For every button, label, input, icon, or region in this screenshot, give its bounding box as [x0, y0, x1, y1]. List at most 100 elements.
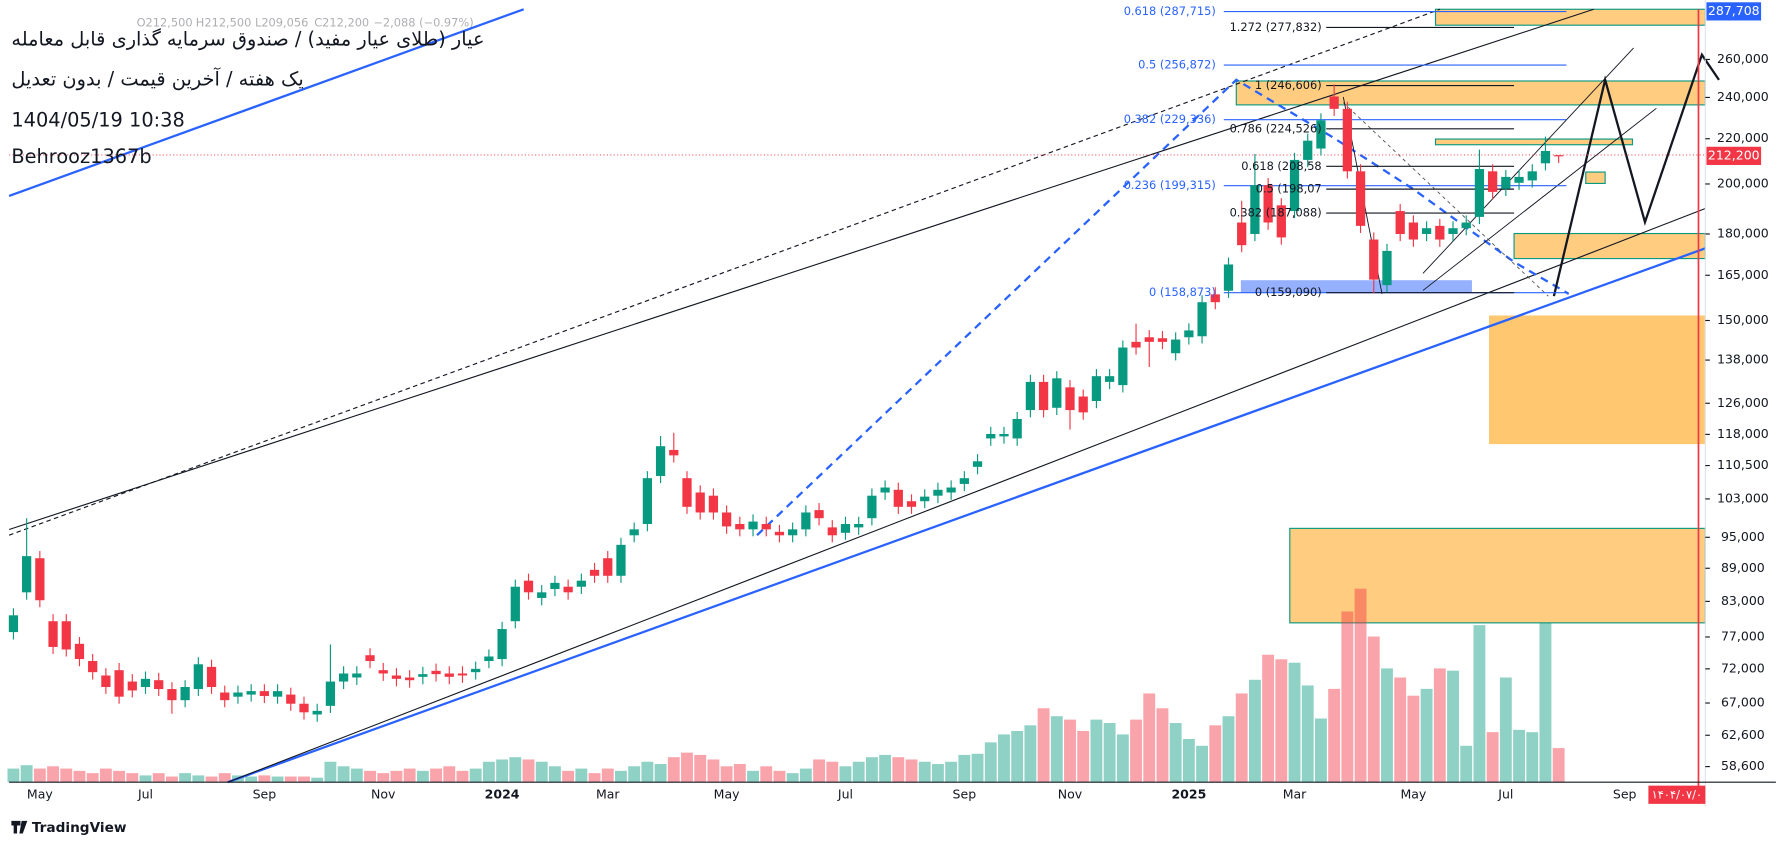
y-tick-label: 180,000 [1717, 225, 1769, 240]
volume-bar [20, 765, 33, 783]
candle-body [220, 692, 230, 701]
volume-bar [73, 770, 86, 783]
candle-body [1421, 228, 1432, 234]
zone [1289, 527, 1706, 624]
chart-subtitle: یک هفته / آخرین قیمت / بدون تعدیل [11, 66, 303, 90]
volume-bar [1037, 708, 1050, 783]
volume-bar [416, 770, 429, 783]
volume-bar [271, 776, 284, 783]
volume-bar [865, 757, 878, 783]
volume-bar [1196, 745, 1209, 783]
volume-bar [324, 761, 337, 783]
volume-bar [113, 770, 126, 783]
candle-body [1210, 294, 1220, 303]
volume-bar [126, 773, 139, 783]
volume-bar [1381, 668, 1393, 783]
zone [1489, 315, 1706, 445]
volume-bar [1103, 723, 1116, 783]
price-label: 212,200 [1708, 147, 1760, 162]
candle-body [1329, 96, 1339, 109]
volume-bar [905, 759, 918, 783]
volume-bar [1460, 745, 1473, 783]
candle-body [510, 586, 520, 622]
candle-body [48, 621, 58, 647]
fib-label: 0.618 (287,715) [1124, 4, 1216, 18]
volume-bar [958, 754, 971, 783]
volume-bar [839, 766, 852, 783]
fib-label: 0.382 (229,336) [1124, 112, 1216, 126]
candle-body [61, 621, 71, 650]
volume-bar [628, 766, 641, 783]
candle-body [761, 523, 771, 530]
candle-body [774, 531, 785, 536]
candle-body [1171, 339, 1181, 354]
volume-bar [1407, 695, 1420, 783]
volume-bar [1539, 622, 1552, 783]
volume-bar [575, 768, 588, 783]
volume-bar [1182, 738, 1195, 783]
candle-body [325, 681, 336, 706]
candle-body [1144, 337, 1154, 342]
price-axis: 260,000 240,000 220,000 200,000 180,000 165,0… [27, 2, 1769, 801]
candle-body [550, 582, 560, 589]
y-tick-label: 77,000 [1721, 628, 1765, 643]
volume-bar [1116, 734, 1129, 783]
volume-bar [1143, 693, 1156, 783]
candle-body [854, 523, 864, 528]
volume-bar [1222, 716, 1235, 783]
candle-body [721, 512, 732, 527]
fib-label: 0.786 (224,526) [1230, 121, 1322, 135]
volume-bar [1275, 659, 1288, 783]
volume-bar [1513, 729, 1525, 783]
volume-bar [1394, 677, 1407, 783]
volume-bar [377, 773, 390, 783]
volume-bar [1064, 719, 1076, 783]
candle-body [867, 495, 877, 519]
volume-bar [496, 759, 509, 783]
volume-bar [1486, 732, 1499, 783]
volume-bar [733, 764, 746, 783]
candle-body [1435, 225, 1445, 240]
volume-bar [1024, 725, 1037, 783]
volume-bar [1354, 588, 1367, 783]
candle-body [1105, 376, 1115, 382]
volume-bar [1156, 708, 1169, 783]
candle-body [272, 691, 283, 697]
candle-body [457, 673, 468, 676]
volume-bar [179, 773, 192, 783]
volume-bar [1301, 685, 1314, 783]
volume-bar [7, 768, 20, 783]
fib-label: 0.236 (199,315) [1124, 178, 1216, 192]
candle-body [946, 487, 956, 493]
candle-body [88, 661, 98, 673]
candle-body [180, 686, 190, 701]
candle-body [312, 710, 322, 715]
x-tick-label: Mar [1283, 786, 1307, 801]
channel-line [1422, 47, 1634, 274]
volume-bar [588, 773, 601, 783]
volume-bar [852, 761, 865, 783]
volume-bar [707, 759, 720, 783]
fib-label: 1 (246,606) [1255, 78, 1322, 92]
candle-body [1131, 341, 1141, 348]
candle-body [405, 677, 415, 681]
candle-body [1303, 140, 1313, 160]
volume-bar [1090, 719, 1103, 783]
y-tick-label: 126,000 [1717, 395, 1769, 410]
volume-bar [47, 766, 59, 783]
fib-label: 0 (158,873) [1149, 285, 1216, 299]
volume-bar [1526, 732, 1539, 783]
volume-bar [509, 757, 522, 783]
y-tick-label: 220,000 [1717, 130, 1769, 145]
candle-body [338, 673, 349, 682]
author: Behrooz1367b [11, 145, 151, 168]
x-tick-label: 2024 [485, 786, 520, 801]
volume-bar [1011, 731, 1024, 783]
candle-body [286, 694, 296, 704]
volume-bar [1235, 693, 1248, 783]
candle-body [418, 674, 428, 677]
volume-bar [245, 776, 258, 783]
x-tick-label: Sep [253, 786, 277, 801]
y-tick-label: 118,000 [1717, 426, 1769, 441]
volume-bar [1473, 625, 1486, 783]
